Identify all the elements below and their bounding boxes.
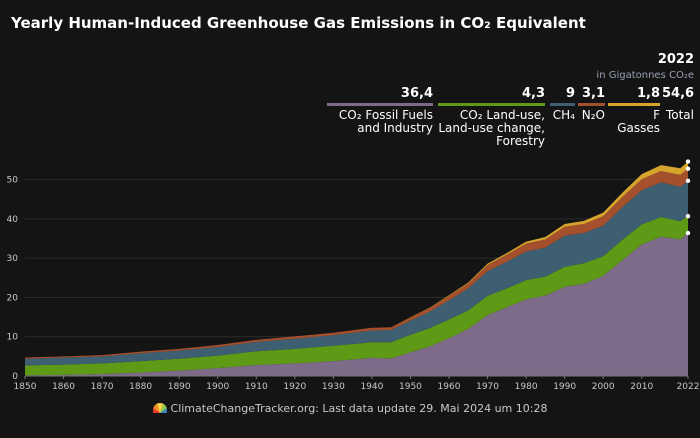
legend-swatch bbox=[327, 103, 433, 106]
footer-credit[interactable]: ClimateChangeTracker.org: Last data upda… bbox=[0, 402, 700, 415]
x-tick-label: 1890 bbox=[168, 382, 191, 392]
end-point-marker bbox=[685, 159, 691, 164]
legend-item-total[interactable]: 54,6 Total bbox=[662, 87, 694, 122]
x-tick-label: 1940 bbox=[360, 382, 383, 392]
y-tick-label: 10 bbox=[7, 333, 19, 343]
x-tick-label: 1960 bbox=[438, 382, 461, 392]
legend-swatch bbox=[608, 103, 660, 106]
x-tick-label: 2010 bbox=[630, 382, 653, 392]
y-tick-label: 0 bbox=[12, 372, 18, 382]
chart-title: Yearly Human-Induced Greenhouse Gas Emis… bbox=[11, 14, 586, 32]
end-point-marker bbox=[685, 178, 691, 184]
x-tick-label: 2022 bbox=[677, 382, 700, 392]
y-tick-label: 40 bbox=[7, 215, 19, 225]
area-series-0[interactable] bbox=[25, 233, 688, 376]
legend-item-co2-land-use[interactable]: 4,3 CO₂ Land-use, Land-use change, Fores… bbox=[438, 87, 545, 148]
legend-label: CH₄ bbox=[552, 108, 575, 122]
legend-value: 36,4 bbox=[400, 86, 433, 101]
y-tick-label: 20 bbox=[7, 293, 19, 303]
x-tick-label: 1870 bbox=[91, 382, 114, 392]
summary-unit: in Gigatonnes CO₂e bbox=[596, 70, 694, 81]
legend-value: 4,3 bbox=[521, 86, 545, 101]
end-point-marker bbox=[685, 166, 691, 171]
legend-swatch bbox=[578, 103, 605, 106]
x-tick-label: 1850 bbox=[14, 382, 37, 392]
x-tick-label: 1970 bbox=[476, 382, 499, 392]
legend-label: F Gasses bbox=[617, 108, 660, 135]
y-tick-label: 50 bbox=[7, 176, 19, 186]
legend-value: 1,8 bbox=[636, 86, 660, 101]
end-markers bbox=[685, 159, 691, 236]
legend-swatch bbox=[550, 103, 575, 106]
legend-label: Total bbox=[665, 108, 694, 122]
footer-text: ClimateChangeTracker.org: Last data upda… bbox=[170, 402, 548, 415]
legend-item-n2o[interactable]: 3,1 N₂O bbox=[578, 87, 605, 122]
legend-label: N₂O bbox=[581, 108, 605, 122]
summary-year: 2022 bbox=[657, 52, 694, 67]
legend-item-ch4[interactable]: 9 CH₄ bbox=[550, 87, 575, 122]
x-tick-label: 1900 bbox=[206, 382, 229, 392]
area-series bbox=[25, 161, 688, 376]
axes: 0 10 20 30 40 50 1850 1860 1870 1880 1890 1900 1910 1… bbox=[7, 176, 700, 392]
legend-value: 54,6 bbox=[662, 86, 695, 101]
legend-item-co2-fossil[interactable]: 36,4 CO₂ Fossil Fuels and Industry bbox=[327, 87, 433, 135]
legend-value: 3,1 bbox=[581, 86, 605, 101]
end-point-marker bbox=[685, 213, 691, 219]
emissions-area-chart: 0 10 20 30 40 50 1850 1860 1870 1880 1890 1900 1910 1… bbox=[7, 159, 700, 392]
x-tick-label: 2000 bbox=[592, 382, 615, 392]
rainbow-logo-icon bbox=[152, 403, 167, 413]
x-tick-label: 1920 bbox=[283, 382, 306, 392]
legend-swatch bbox=[662, 103, 694, 106]
legend-item-f-gasses[interactable]: 1,8 F Gasses bbox=[608, 87, 660, 135]
legend-label: CO₂ Land-use, Land-use change, Forestry bbox=[438, 108, 545, 148]
legend-label: CO₂ Fossil Fuels and Industry bbox=[338, 108, 433, 135]
end-point-marker bbox=[685, 230, 691, 236]
legend-value: 9 bbox=[565, 86, 575, 101]
x-tick-label: 1930 bbox=[322, 382, 345, 392]
x-tick-label: 1950 bbox=[399, 382, 422, 392]
x-tick-label: 1990 bbox=[553, 382, 576, 392]
x-tick-label: 1980 bbox=[515, 382, 538, 392]
x-tick-label: 1910 bbox=[245, 382, 268, 392]
x-tick-label: 1880 bbox=[129, 382, 152, 392]
y-tick-label: 30 bbox=[7, 254, 19, 264]
legend-swatch bbox=[438, 103, 545, 106]
x-tick-label: 1860 bbox=[52, 382, 75, 392]
